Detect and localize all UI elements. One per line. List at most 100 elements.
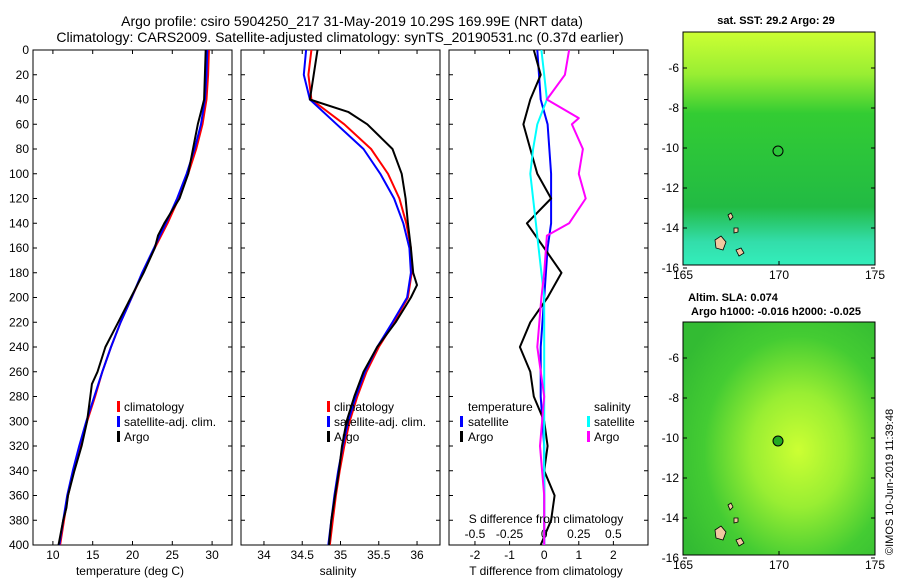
temperature-series <box>57 49 210 546</box>
sst-map-title: sat. SST: 29.2 Argo: 29 <box>717 15 835 27</box>
depth-tick-label: 200 <box>9 291 29 305</box>
lon-tick-label: 175 <box>865 558 885 572</box>
legend-swatch-s-satellite <box>587 416 590 427</box>
legend-label-climatology: climatology <box>334 400 394 414</box>
depth-tick-label: 320 <box>9 439 29 453</box>
island-shape <box>727 502 734 511</box>
lat-tick-label: -14 <box>662 511 680 525</box>
x-tick-label: -2 <box>470 548 481 562</box>
x-tick-label: 34.5 <box>291 548 315 562</box>
lon-tick-label: 165 <box>673 558 693 572</box>
series-line-argo <box>57 49 207 546</box>
lon-tick-label: 170 <box>769 268 789 282</box>
lat-tick-label: -8 <box>668 101 679 115</box>
imos-watermark: ©IMOS 10-Jun-2019 11:39:48 <box>884 409 896 555</box>
sst-map <box>682 31 876 266</box>
salinity-xlabel: salinity <box>320 564 357 578</box>
x2-tick-label: 0.25 <box>567 527 591 541</box>
lat-tick-label: -10 <box>662 431 680 445</box>
depth-tick-label: 400 <box>9 538 29 552</box>
sst-map-ticks: 165 170 175 -6 -8 -10 -12 -14 -16 <box>662 61 886 282</box>
depth-tick-label: 0 <box>22 43 29 57</box>
x2-tick-label: -0.5 <box>465 527 486 541</box>
x-tick-label: 36 <box>410 548 424 562</box>
legend-swatch-t-argo <box>460 431 463 442</box>
depth-tick-label: 20 <box>16 68 30 82</box>
x-tick-label: 20 <box>126 548 140 562</box>
lat-tick-label: -6 <box>668 351 679 365</box>
x-tick-label: 1 <box>575 548 582 562</box>
sla-map-islands <box>714 502 745 547</box>
salinity-x-ticks: 34 34.5 35 35.5 36 <box>257 50 424 562</box>
legend-label-satellite-adj: satellite-adj. clim. <box>334 415 426 429</box>
depth-tick-label: 120 <box>9 192 29 206</box>
island-shape <box>735 537 745 547</box>
salinity-series <box>302 49 418 546</box>
sla-map-title-1: Altim. SLA: 0.074 <box>688 292 779 304</box>
lat-tick-label: -6 <box>668 61 679 75</box>
legend-label-satellite-adj: satellite-adj. clim. <box>124 415 216 429</box>
x-tick-label: 10 <box>46 548 60 562</box>
legend-swatch-t-satellite <box>460 416 463 427</box>
legend-swatch-s-argo <box>587 431 590 442</box>
x-tick-label: -1 <box>504 548 515 562</box>
depth-tick-label: 380 <box>9 513 29 527</box>
sst-argo-location-marker <box>772 145 784 157</box>
x2-tick-label: 0.5 <box>605 527 622 541</box>
difference-xlabel: T difference from climatology <box>469 564 623 578</box>
salinity-legend: climatology satellite-adj. clim. Argo <box>327 400 426 444</box>
lat-tick-label: -12 <box>662 181 680 195</box>
depth-tick-label: 280 <box>9 390 29 404</box>
title-line-1: Argo profile: csiro 5904250_217 31-May-2… <box>121 13 583 29</box>
legend-temperature-header: temperature <box>468 400 533 414</box>
sla-argo-location-marker <box>772 435 784 447</box>
legend-swatch-climatology <box>117 401 120 412</box>
series-line-s-satellite <box>529 49 548 545</box>
lat-tick-label: -14 <box>662 221 680 235</box>
sst-map-islands <box>714 212 745 257</box>
legend-label-argo: Argo <box>334 430 360 444</box>
island-shape <box>727 212 734 221</box>
temperature-x-ticks: 10 15 20 25 30 <box>46 50 219 562</box>
lat-tick-label: -16 <box>662 261 680 275</box>
depth-tick-label: 340 <box>9 464 29 478</box>
island-shape <box>733 227 739 234</box>
depth-tick-label: 100 <box>9 167 29 181</box>
lat-tick-label: -10 <box>662 141 680 155</box>
legend-swatch-argo <box>327 431 330 442</box>
legend-swatch-satellite-adj <box>327 416 330 427</box>
lat-tick-label: -8 <box>668 391 679 405</box>
legend-label-s-argo: Argo <box>594 430 620 444</box>
depth-tick-label: 240 <box>9 340 29 354</box>
series-line-argo <box>308 49 418 546</box>
difference-legend: temperature salinity satellite Argo sate… <box>460 400 635 444</box>
depth-tick-label: 300 <box>9 414 29 428</box>
x-tick-label: 25 <box>166 548 180 562</box>
legend-label-argo: Argo <box>124 430 150 444</box>
x-tick-label: 15 <box>86 548 100 562</box>
legend-swatch-satellite-adj <box>117 416 120 427</box>
legend-swatch-argo <box>117 431 120 442</box>
depth-tick-label: 220 <box>9 315 29 329</box>
x-tick-label: 2 <box>610 548 617 562</box>
x-tick-label: 35 <box>334 548 348 562</box>
difference-series <box>518 49 587 546</box>
legend-swatch-climatology <box>327 401 330 412</box>
temperature-xlabel: temperature (deg C) <box>76 564 184 578</box>
depth-tick-label: 140 <box>9 216 29 230</box>
legend-salinity-header: salinity <box>594 400 631 414</box>
legend-label-t-argo: Argo <box>468 430 494 444</box>
difference-x2label: S difference from climatology <box>469 512 624 526</box>
series-line-t-argo <box>518 49 563 546</box>
island-shape <box>733 517 739 524</box>
depth-tick-label: 360 <box>9 489 29 503</box>
series-line-s-argo <box>536 49 587 545</box>
legend-label-t-satellite: satellite <box>468 415 509 429</box>
lon-tick-label: 175 <box>865 268 885 282</box>
lat-tick-label: -12 <box>662 471 680 485</box>
island-shape <box>714 235 727 251</box>
depth-tick-label: 260 <box>9 365 29 379</box>
lat-tick-label: -16 <box>662 551 680 565</box>
depth-tick-label: 160 <box>9 241 29 255</box>
